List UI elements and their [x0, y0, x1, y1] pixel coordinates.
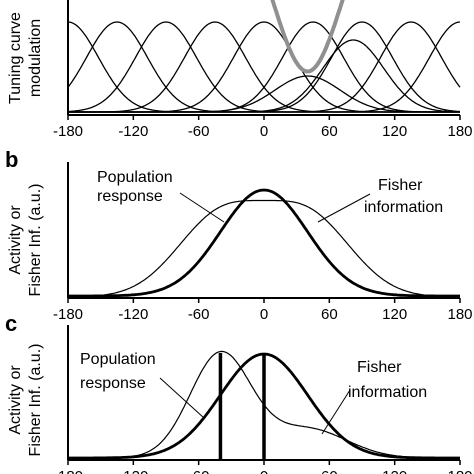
panel-c-population-label-1: Population — [80, 351, 156, 368]
panel-c-fisher-label-1: Fisher — [357, 359, 402, 376]
x-tick-label: -180 — [53, 306, 83, 323]
x-tick-label: -60 — [188, 306, 210, 323]
panel-a-ylabel-line2: modulation — [27, 19, 44, 97]
x-tick-label: 60 — [321, 468, 338, 474]
x-tick-label: -120 — [118, 306, 148, 323]
panel-b-fisher-pointer — [317, 193, 371, 223]
panel-c-population-label-2: response — [80, 375, 146, 392]
x-tick-label: 180 — [447, 123, 472, 140]
panel-a-ticks: -180 -120 -60 0 60 120 180 — [53, 115, 473, 140]
panel-c-fisher-label-2: information — [348, 384, 427, 401]
population-response-curve — [68, 188, 460, 298]
panel-b-label: b — [5, 147, 18, 172]
x-tick-label: 120 — [382, 123, 407, 140]
x-tick-label: -180 — [53, 123, 83, 140]
x-tick-label: 120 — [382, 468, 407, 474]
panel-b: b -180 -120 -60 0 60 120 180 Activity or Fishe… — [5, 147, 473, 323]
panel-a: -180 -120 -60 0 60 120 180 Tuning curve modula… — [7, 0, 473, 140]
panel-b-population-pointer — [179, 192, 225, 223]
panel-b-fisher-label-1: Fisher — [378, 177, 423, 194]
x-tick-label: -60 — [188, 123, 210, 140]
panel-c-ylabel-line1: Activity or — [7, 365, 24, 435]
highlight-curve — [270, 0, 345, 74]
x-tick-label: -120 — [118, 468, 148, 474]
panel-b-ticks: -180 -120 -60 0 60 120 180 — [53, 298, 473, 323]
x-tick-label: 60 — [321, 123, 338, 140]
panel-c-fisher-pointer — [321, 389, 351, 435]
panel-c-curves — [68, 350, 460, 460]
panel-b-ylabel-line2: Fisher Inf. (a.u.) — [27, 184, 44, 297]
tuning-curve — [68, 75, 460, 113]
x-tick-label: 180 — [447, 468, 472, 474]
fisher-information-curve — [68, 199, 460, 298]
panel-b-population-label-1: Population — [97, 169, 173, 186]
x-tick-label: 60 — [321, 306, 338, 323]
panel-c: c -180 -120 -60 0 60 120 180 Activity or Fishe… — [5, 311, 473, 474]
x-tick-label: 120 — [382, 306, 407, 323]
x-tick-label: 0 — [260, 306, 268, 323]
panel-a-curves — [67, 0, 461, 113]
x-tick-label: -60 — [188, 468, 210, 474]
panel-c-ylabel-line2: Fisher Inf. (a.u.) — [27, 344, 44, 457]
x-tick-label: 180 — [447, 306, 472, 323]
panel-c-population-pointer — [159, 377, 205, 419]
tuning-curve — [68, 39, 460, 113]
x-tick-label: 0 — [260, 123, 268, 140]
panel-a-ylabel-line1: Tuning curve — [7, 12, 24, 104]
x-tick-label: 0 — [260, 468, 268, 474]
panel-b-ylabel-line1: Activity or — [7, 205, 24, 275]
panel-c-ticks: -180 -120 -60 0 60 120 180 — [53, 460, 473, 474]
panel-b-curves — [68, 188, 460, 298]
panel-b-fisher-label-2: information — [364, 199, 443, 216]
x-tick-label: -180 — [53, 468, 83, 474]
panel-c-label: c — [5, 311, 17, 336]
x-tick-label: -120 — [118, 123, 148, 140]
panel-b-population-label-2: response — [97, 188, 163, 205]
